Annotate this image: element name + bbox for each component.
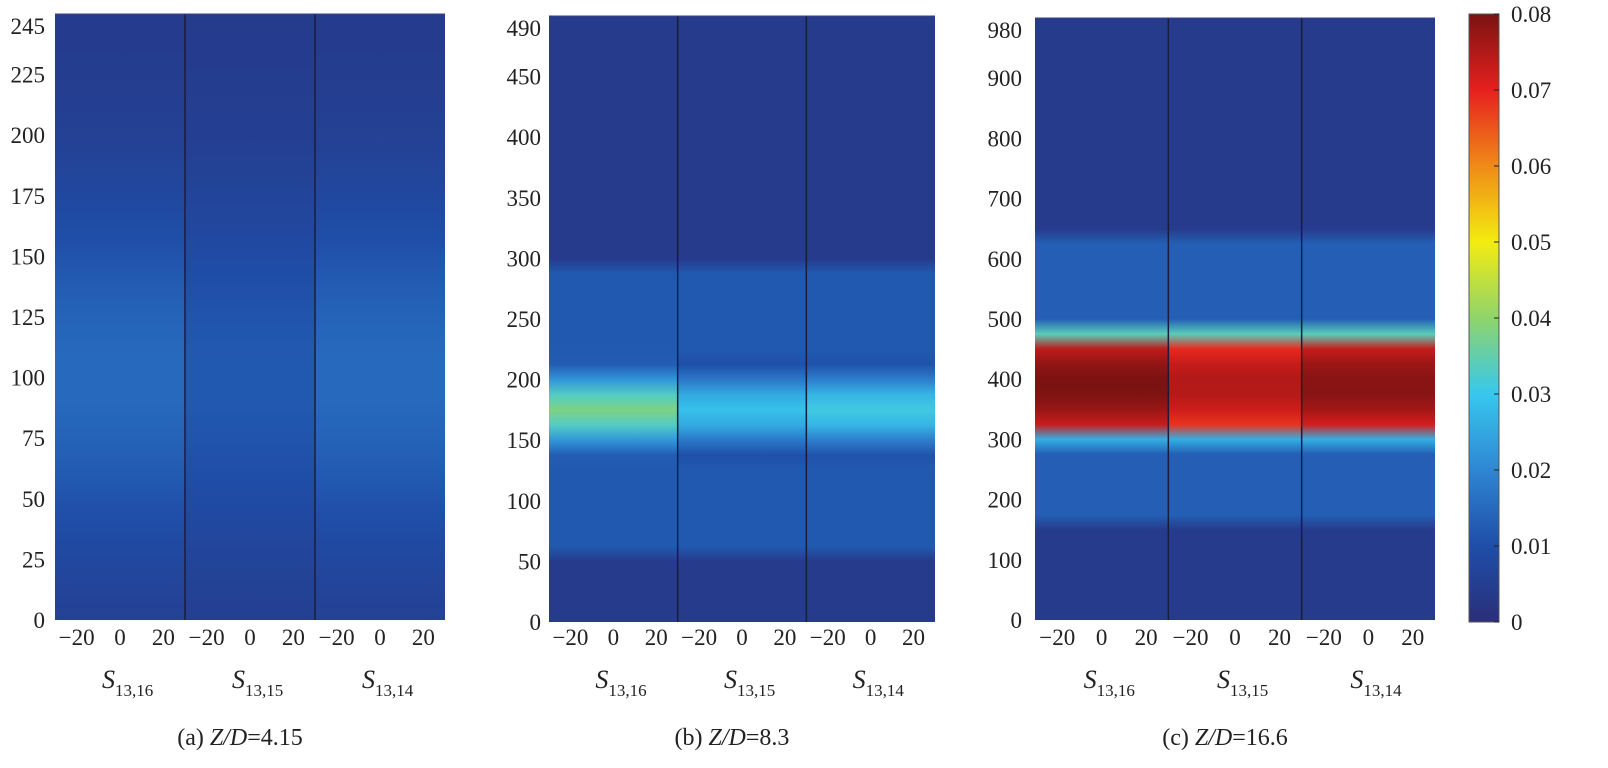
panel-a: −20 0 20 S13,16 −20 0 20 S13,15 −20 0 20 S13,14 0 25 5… — [11, 13, 445, 751]
y-tick-label: 350 — [507, 186, 542, 211]
x-tick-label: 20 — [152, 625, 175, 650]
panel-caption: (c) Z/D=16.6 — [1162, 725, 1288, 751]
x-tick-label: 20 — [1401, 625, 1424, 650]
colorbar-tick-label: 0.03 — [1511, 382, 1551, 407]
x-tick-label: −20 — [1173, 625, 1209, 650]
y-tick-label: 75 — [22, 426, 45, 451]
x-tick-label: −20 — [319, 625, 355, 650]
heatmap-section — [677, 16, 807, 622]
section-label: S13,14 — [1350, 665, 1402, 700]
y-tick-label: 900 — [988, 66, 1023, 91]
x-tick-label: 20 — [1135, 625, 1158, 650]
section-label: S13,15 — [232, 665, 283, 700]
y-tick-label: 400 — [988, 367, 1023, 392]
x-tick-label: 20 — [282, 625, 305, 650]
heatmap-section — [1035, 18, 1169, 620]
y-tick-label: 300 — [507, 246, 542, 271]
y-tick-label: 300 — [988, 427, 1023, 452]
x-tick-label: 20 — [902, 625, 925, 650]
x-tick-label: 0 — [1363, 625, 1375, 650]
x-tick-label: 0 — [244, 625, 256, 650]
x-tick-label: 0 — [114, 625, 126, 650]
x-tick-label: 0 — [374, 625, 386, 650]
colorbar-tick-label: 0.01 — [1511, 534, 1551, 559]
section-label: S13,15 — [724, 665, 775, 700]
x-tick-label: 20 — [773, 625, 796, 650]
panel-b: −20 0 20 S13,16 −20 0 20 S13,15 −20 0 20 S13,14 0 50 1… — [507, 15, 935, 751]
y-tick-label: 200 — [507, 368, 542, 393]
y-tick-label: 125 — [11, 305, 46, 330]
y-tick-label: 175 — [11, 184, 46, 209]
x-tick-label: 0 — [1229, 625, 1241, 650]
x-tick-label: 20 — [1268, 625, 1291, 650]
section-label: S13,16 — [1084, 665, 1135, 700]
x-tick-label: 0 — [608, 625, 620, 650]
y-tick-label: 150 — [11, 244, 46, 269]
y-tick-label: 100 — [11, 366, 46, 391]
colorbar-tick-label: 0.08 — [1511, 2, 1551, 27]
y-tick-label: 0 — [1011, 608, 1023, 633]
x-tick-label: 20 — [645, 625, 668, 650]
heatmap-section — [1301, 18, 1435, 620]
x-tick-label: −20 — [1306, 625, 1342, 650]
y-tick-label: 50 — [22, 487, 45, 512]
section-label: S13,14 — [853, 665, 905, 700]
y-tick-label: 980 — [988, 18, 1023, 43]
heatmap-section — [315, 14, 445, 620]
y-tick-label: 400 — [507, 125, 542, 150]
panel-caption: (b) Z/D=8.3 — [675, 725, 790, 751]
x-tick-label: −20 — [59, 625, 95, 650]
heatmap-section — [55, 14, 185, 620]
y-tick-label: 200 — [11, 123, 46, 148]
heatmap-section — [806, 16, 935, 622]
heatmap-section — [549, 16, 678, 622]
y-tick-label: 245 — [11, 14, 46, 39]
section-label: S13,16 — [102, 665, 153, 700]
x-tick-label: −20 — [810, 625, 846, 650]
y-tick-label: 100 — [988, 548, 1023, 573]
y-tick-label: 250 — [507, 307, 542, 332]
y-tick-label: 225 — [11, 63, 46, 88]
y-tick-label: 800 — [988, 126, 1023, 151]
colorbar: 0.08 0.07 0.06 0.05 0.04 0.03 0.02 0.01 0 — [1468, 2, 1552, 635]
y-tick-label: 150 — [507, 428, 542, 453]
y-tick-label: 700 — [988, 187, 1023, 212]
heatmap-section — [1168, 18, 1302, 620]
y-tick-label: 0 — [34, 608, 46, 633]
colorbar-tick-label: 0.04 — [1511, 306, 1552, 331]
y-tick-label: 50 — [518, 549, 541, 574]
x-tick-label: −20 — [552, 625, 588, 650]
y-tick-label: 0 — [530, 610, 542, 635]
section-label: S13,16 — [595, 665, 646, 700]
x-tick-label: 0 — [736, 625, 748, 650]
y-tick-label: 450 — [507, 65, 542, 90]
y-tick-label: 200 — [988, 488, 1023, 513]
x-tick-label: −20 — [681, 625, 717, 650]
panel-caption: (a) Z/D=4.15 — [177, 725, 303, 751]
x-tick-label: 0 — [865, 625, 877, 650]
x-tick-label: 0 — [1096, 625, 1108, 650]
heatmap-section — [185, 14, 315, 620]
y-tick-label: 100 — [507, 489, 542, 514]
y-tick-label: 600 — [988, 247, 1023, 272]
section-label: S13,15 — [1217, 665, 1268, 700]
x-tick-label: −20 — [1039, 625, 1075, 650]
colorbar-tick-label: 0 — [1511, 610, 1523, 635]
section-label: S13,14 — [362, 665, 414, 700]
colorbar-tick-label: 0.02 — [1511, 458, 1551, 483]
y-tick-label: 500 — [988, 307, 1023, 332]
colorbar-tick-label: 0.05 — [1511, 230, 1551, 255]
y-tick-label: 490 — [507, 16, 542, 41]
x-tick-label: −20 — [189, 625, 225, 650]
x-tick-label: 20 — [412, 625, 435, 650]
y-tick-label: 25 — [22, 547, 45, 572]
colorbar-tick-label: 0.07 — [1511, 78, 1551, 103]
colorbar-tick-label: 0.06 — [1511, 154, 1551, 179]
